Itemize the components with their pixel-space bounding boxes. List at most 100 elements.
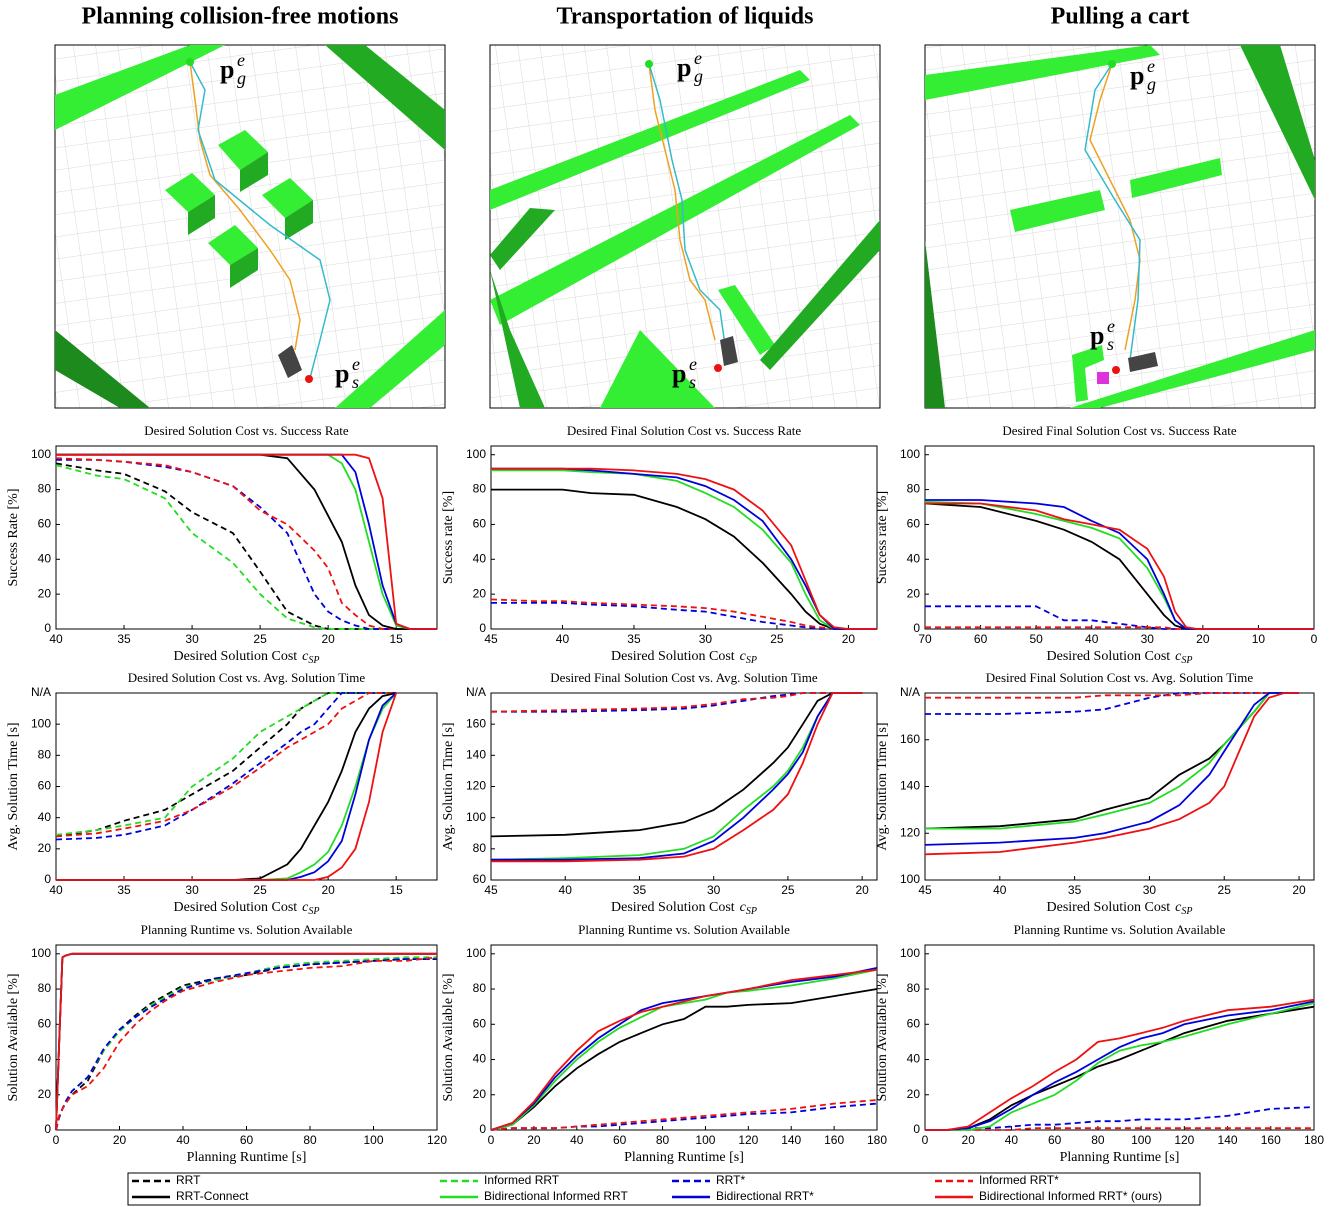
series-line [56,459,437,630]
chart-title: Planning Runtime vs. Solution Available [1014,922,1226,937]
y-tick-label: 40 [473,551,487,565]
chart-title: Desired Final Solution Cost vs. Avg. Sol… [550,670,818,685]
x-axis-label-text: Desired Solution Cost [611,649,735,664]
series-line [490,1099,878,1131]
y-tick-label: 20 [38,1087,52,1101]
x-tick-label: 60 [613,1133,627,1147]
x-tick-label: 40 [559,883,573,897]
x-tick-label: 30 [185,632,199,646]
chart: Planning Runtime vs. Solution Available 0… [875,922,1324,1165]
x-tick-label: 120 [738,1133,758,1147]
series-line [491,488,877,630]
series-line [925,1000,1315,1131]
chart-title: Desired Final Solution Cost vs. Avg. Sol… [986,670,1254,685]
y-tick-label: 80 [907,981,921,995]
y-tick-label: 20 [907,1087,921,1101]
y-tick-label: 60 [473,517,487,531]
x-axis-label: Desired Solution Cost cSP [174,900,320,917]
series-line [490,968,878,1131]
x-axis-label: Desired Solution Cost cSP [611,900,757,917]
y-axis-label: Success rate [%] [875,491,890,584]
series-line [491,692,863,863]
chart: Desired Solution Cost vs. Success Rate 40… [6,423,438,666]
x-tick-label: 80 [1091,1133,1105,1147]
series-line [925,1127,1314,1131]
series-line [924,692,1299,856]
y-tick-label: 80 [473,981,487,995]
y-tick-label: 120 [900,825,920,839]
x-axis-label: Desired Solution Cost cSP [611,649,757,666]
point-superscript: e [1147,56,1155,76]
series-line [490,968,878,1131]
y-tick-label: N/A [900,685,920,699]
x-axis-label-symbol: c [302,649,309,664]
chart: Desired Final Solution Cost vs. Avg. Sol… [875,670,1315,917]
x-tick-label: 100 [695,1133,715,1147]
y-tick-label: 80 [473,482,487,496]
y-tick-label: 100 [900,447,920,461]
x-tick-label: 10 [1252,632,1266,646]
y-tick-label: 60 [38,779,52,793]
x-axis-label: Desired Solution Cost cSP [1047,649,1193,666]
series-line [55,956,438,1131]
y-tick-label: 100 [31,716,51,730]
chart-title: Planning Runtime vs. Solution Available [578,922,790,937]
y-tick-label: N/A [31,685,51,699]
x-tick-label: 40 [556,632,570,646]
column-title: Planning collision-free motions [82,4,399,30]
x-tick-label: 30 [185,883,199,897]
x-axis-label: Desired Solution Cost cSP [1047,900,1193,917]
chart-title: Desired Solution Cost vs. Avg. Solution … [128,670,366,685]
y-tick-label: 20 [38,841,52,855]
y-tick-label: 120 [466,779,486,793]
x-tick-label: 45 [918,883,932,897]
point-superscript: e [352,354,360,374]
y-tick-label: 80 [38,981,52,995]
x-tick-label: 0 [488,1133,495,1147]
y-tick-label: 160 [466,716,486,730]
legend-label: Bidirectional RRT* [716,1189,814,1203]
plot-area [924,692,1315,881]
series-line [924,692,1299,846]
y-tick-label: 100 [31,946,51,960]
chart-title: Planning Runtime vs. Solution Available [141,922,353,937]
legend-label: RRT-Connect [176,1189,249,1203]
series-line [491,602,877,630]
legend-label: Bidirectional Informed RRT* (ours) [979,1189,1162,1203]
point-symbol: p [1090,321,1104,350]
x-tick-label: 15 [389,632,403,646]
chart-title: Desired Final Solution Cost vs. Success … [1002,423,1237,438]
x-tick-label: 25 [770,632,784,646]
y-axis-label: Solution Available [%] [441,973,456,1101]
x-tick-label: 30 [699,632,713,646]
x-tick-label: 50 [1029,632,1043,646]
x-tick-label: 25 [1218,883,1232,897]
x-tick-label: 40 [993,883,1007,897]
x-tick-label: 20 [1292,883,1306,897]
y-tick-label: 0 [479,1122,486,1136]
series-line [55,692,397,838]
y-axis-label: Solution Available [%] [6,973,21,1101]
x-axis-label: Desired Solution Cost cSP [174,649,320,666]
y-tick-label: 0 [44,1122,51,1136]
x-tick-label: 35 [627,632,641,646]
y-tick-label: 20 [38,586,52,600]
point-subscript: g [237,68,246,88]
x-axis-label-sub: SP [746,655,757,666]
point-subscript: s [1107,334,1114,354]
column-title: Transportation of liquids [557,4,814,30]
y-tick-label: 0 [44,621,51,635]
legend-label: Informed RRT [484,1173,560,1187]
x-tick-label: 140 [1218,1133,1238,1147]
y-tick-label: 60 [473,872,487,886]
x-axis-label-sub: SP [308,655,319,666]
x-tick-label: 120 [427,1133,447,1147]
y-tick-label: 80 [38,748,52,762]
series-line [491,469,877,630]
point-subscript: g [694,66,703,86]
x-tick-label: 60 [974,632,988,646]
y-tick-label: 80 [907,482,921,496]
chart: Desired Solution Cost vs. Avg. Solution … [6,670,438,917]
x-tick-label: 30 [707,883,721,897]
y-tick-label: 100 [466,810,486,824]
